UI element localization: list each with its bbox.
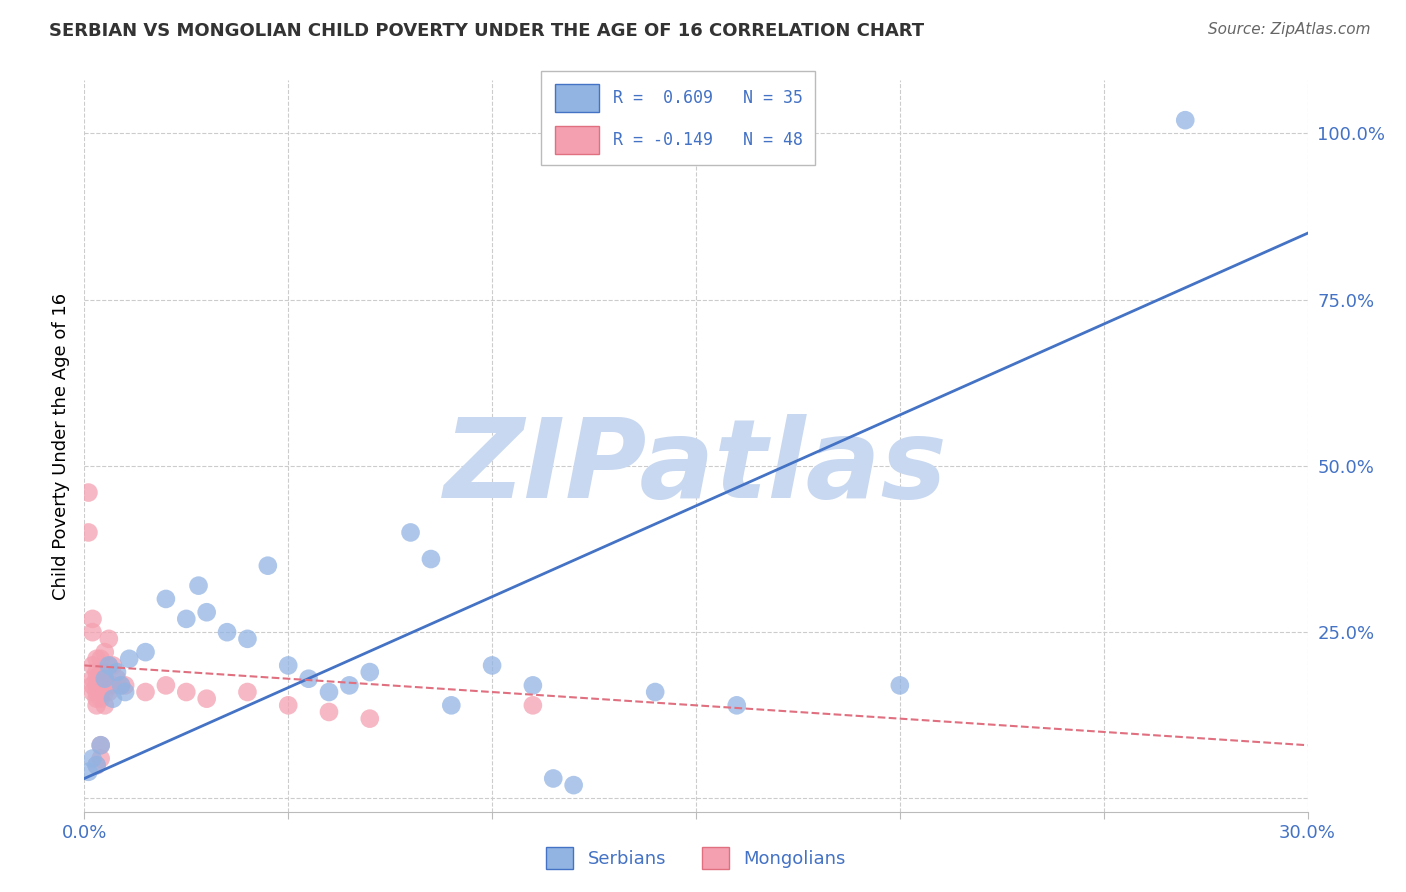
Point [359, 665, 381, 679]
Point [93, 685, 115, 699]
Text: R =  0.609   N = 35: R = 0.609 N = 35 [613, 88, 803, 106]
Point [195, 691, 218, 706]
Point [90, 685, 112, 699]
Point [114, 685, 136, 699]
Point [90, 652, 112, 666]
Point [93, 645, 115, 659]
Point [105, 672, 128, 686]
Text: SERBIAN VS MONGOLIAN CHILD POVERTY UNDER THE AGE OF 16 CORRELATION CHART: SERBIAN VS MONGOLIAN CHILD POVERTY UNDER… [49, 22, 924, 40]
Point [420, 552, 443, 566]
Point [298, 672, 321, 686]
Point [82, 678, 104, 692]
Point [318, 685, 340, 699]
Point [174, 612, 197, 626]
FancyBboxPatch shape [541, 71, 815, 165]
Point [195, 605, 218, 619]
Point [86, 698, 108, 713]
Point [93, 665, 115, 679]
Point [440, 698, 463, 713]
Point [135, 645, 157, 659]
Point [110, 678, 132, 692]
Point [97, 658, 120, 673]
Point [82, 751, 104, 765]
Point [90, 678, 112, 692]
Point [82, 625, 104, 640]
Point [82, 658, 104, 673]
Point [174, 685, 197, 699]
Point [236, 632, 259, 646]
Point [97, 632, 120, 646]
Point [155, 591, 177, 606]
Point [522, 698, 544, 713]
Point [101, 658, 124, 673]
Point [90, 672, 112, 686]
Bar [555, 84, 599, 112]
Point [359, 712, 381, 726]
Point [543, 772, 565, 786]
Point [101, 691, 124, 706]
Point [86, 665, 108, 679]
Point [90, 738, 112, 752]
Point [114, 678, 136, 692]
Point [93, 698, 115, 713]
Point [118, 652, 141, 666]
Text: ZIPatlas: ZIPatlas [444, 415, 948, 522]
Point [90, 691, 112, 706]
Bar [555, 126, 599, 153]
Point [101, 678, 124, 692]
Y-axis label: Child Poverty Under the Age of 16: Child Poverty Under the Age of 16 [52, 293, 70, 599]
Point [277, 698, 299, 713]
Point [644, 685, 666, 699]
Point [86, 678, 108, 692]
Point [155, 678, 177, 692]
Point [110, 678, 132, 692]
Point [90, 665, 112, 679]
Point [86, 652, 108, 666]
Point [187, 579, 209, 593]
Point [77, 764, 100, 779]
Point [399, 525, 422, 540]
Point [339, 678, 360, 692]
Point [97, 678, 120, 692]
Point [217, 625, 239, 640]
Point [86, 691, 108, 706]
Point [93, 672, 115, 686]
Text: R = -0.149   N = 48: R = -0.149 N = 48 [613, 131, 803, 149]
Point [86, 758, 108, 772]
Point [77, 485, 100, 500]
Point [97, 658, 120, 673]
Point [97, 685, 120, 699]
Point [82, 672, 104, 686]
Legend: Serbians, Mongolians: Serbians, Mongolians [538, 839, 853, 876]
Point [105, 665, 128, 679]
Point [725, 698, 748, 713]
Point [236, 685, 259, 699]
Point [90, 751, 112, 765]
Point [90, 738, 112, 752]
Point [93, 672, 115, 686]
Point [86, 685, 108, 699]
Point [93, 678, 115, 692]
Point [277, 658, 299, 673]
Point [77, 525, 100, 540]
Point [481, 658, 503, 673]
Point [86, 672, 108, 686]
Point [522, 678, 544, 692]
Point [135, 685, 157, 699]
Point [257, 558, 280, 573]
Point [1174, 113, 1197, 128]
Text: Source: ZipAtlas.com: Source: ZipAtlas.com [1208, 22, 1371, 37]
Point [82, 612, 104, 626]
Point [562, 778, 585, 792]
Point [889, 678, 911, 692]
Point [318, 705, 340, 719]
Point [86, 758, 108, 772]
Point [82, 685, 104, 699]
